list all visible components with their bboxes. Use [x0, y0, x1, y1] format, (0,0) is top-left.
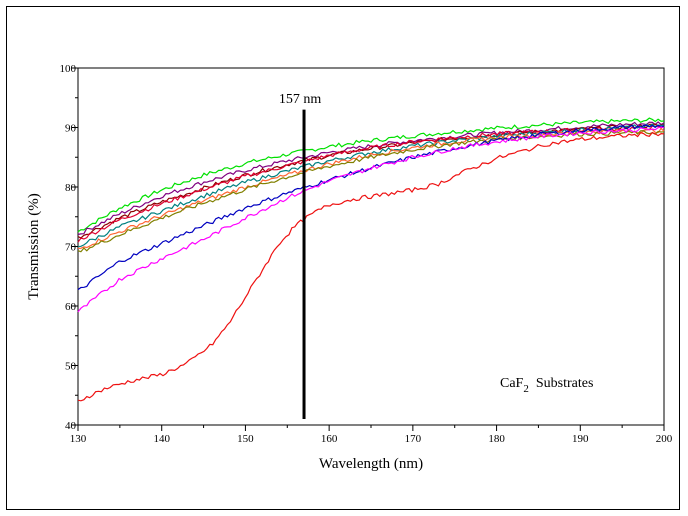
series-line-4: [77, 125, 665, 243]
substrate-subscript: 2: [523, 383, 529, 395]
series-line-10: [77, 131, 665, 402]
y-tick-label-70: 70: [65, 242, 77, 254]
series-line-6: [77, 127, 665, 249]
x-tick-label-200: 200: [656, 433, 673, 445]
y-tick-label-50: 50: [65, 361, 77, 373]
plot-area: 130 140 150 160 170 180 190 200 40 50 60 70 80 90 100: [60, 63, 673, 445]
x-axis-label: Wavelength (nm): [319, 456, 423, 472]
y-axis-label: Transmission (%): [26, 193, 42, 300]
x-tick-label-160: 160: [321, 433, 338, 445]
x-tick-label-190: 190: [572, 433, 589, 445]
y-tick-label-100: 100: [60, 63, 77, 75]
series-line-3: [77, 123, 665, 239]
substrate-formula: CaF: [500, 376, 524, 391]
series-line-1: [77, 117, 665, 233]
y-tick-label-40: 40: [65, 420, 77, 432]
y-tick-label-80: 80: [65, 182, 77, 194]
x-tick-label-130: 130: [70, 433, 87, 445]
y-tick-label-60: 60: [65, 301, 77, 313]
series-line-8: [77, 124, 665, 291]
marker-label-157nm: 157 nm: [279, 92, 322, 107]
x-tick-label-150: 150: [237, 433, 254, 445]
series-line-9: [77, 126, 665, 313]
x-tick-label-170: 170: [405, 433, 422, 445]
chart-frame: [6, 6, 680, 510]
y-tick-label-90: 90: [65, 123, 77, 135]
x-tick-label-140: 140: [153, 433, 170, 445]
substrate-rest: Substrates: [529, 376, 594, 391]
substrate-annotation: CaF2 Substrates: [500, 376, 593, 395]
x-tick-label-180: 180: [488, 433, 505, 445]
